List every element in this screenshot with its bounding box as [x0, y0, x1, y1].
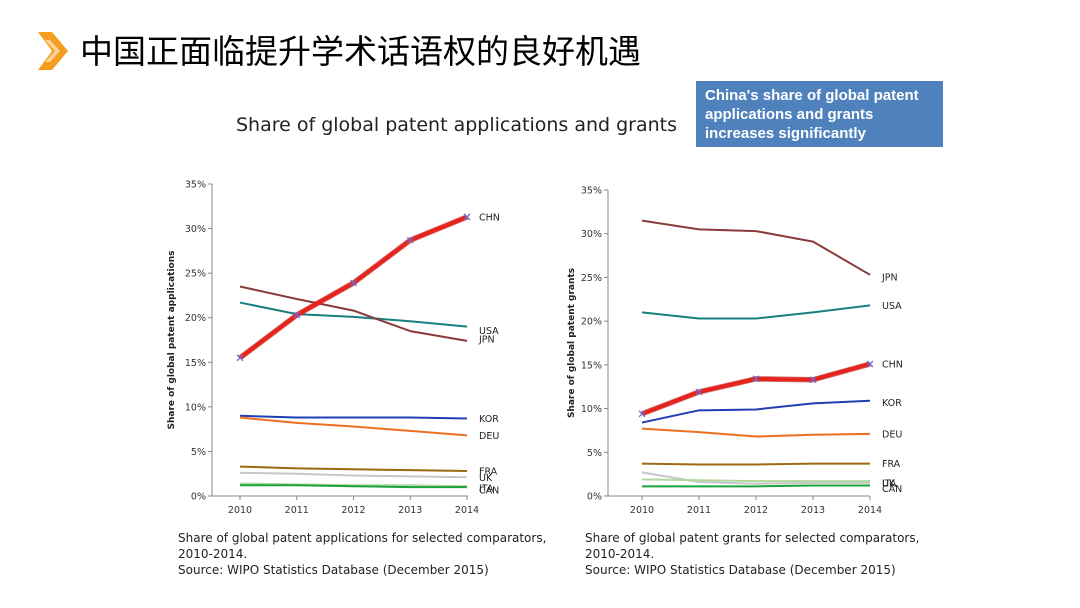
series-label: USA: [479, 326, 499, 337]
caption-line: Source: WIPO Statistics Database (Decemb…: [585, 563, 896, 577]
data-point-marker: [809, 376, 817, 384]
data-point-marker: [236, 354, 244, 362]
series-label: JPN: [881, 272, 898, 283]
series-line-deu: [641, 427, 871, 438]
data-point-marker: [293, 311, 301, 319]
series-label: USA: [882, 301, 902, 312]
series-line-shadow: [238, 214, 469, 361]
series-label: JPN: [478, 334, 495, 345]
series-line-fra: [641, 462, 870, 466]
x-tick-label: 2012: [341, 505, 365, 515]
series-line-can: [642, 484, 870, 488]
series-label: FRA: [479, 467, 498, 478]
data-point-marker: [638, 410, 646, 418]
y-tick-label: 0%: [587, 492, 602, 503]
series-label: UK: [479, 473, 493, 484]
slide-title: 中国正面临提升学术话语权的良好机遇: [80, 32, 641, 71]
series-line-jpn: [239, 285, 468, 342]
x-tick-label: 2013: [801, 505, 825, 515]
y-tick-label: 10%: [185, 402, 206, 413]
series-label: DEU: [882, 429, 902, 440]
y-tick-label: 20%: [185, 313, 206, 324]
series-label: FRA: [882, 459, 901, 470]
y-tick-label: 30%: [185, 224, 206, 235]
x-tick-label: 2010: [630, 505, 654, 515]
series-line-ita: [641, 478, 870, 483]
series-label: CAN: [479, 486, 499, 497]
series-label: CHN: [479, 212, 500, 223]
applications-chart: 0% 5% 10% 15% 20% 25% 30% 35% 2010 2011 2012 2013 20…: [167, 180, 500, 516]
caption-line: Source: WIPO Statistics Database (Decemb…: [178, 563, 489, 577]
y-tick-label: 20%: [581, 317, 602, 328]
series-label: CAN: [882, 484, 902, 495]
callout-line: increases significantly: [705, 125, 866, 142]
data-point-marker: [866, 360, 874, 368]
series-line-uk: [641, 471, 870, 485]
data-point-marker: [350, 279, 357, 287]
callout-line: applications and grants: [705, 106, 874, 123]
callout-box: China's share of global patent applicati…: [696, 81, 943, 147]
caption-line: Share of global patent applications for …: [178, 531, 547, 545]
series-label: DEU: [479, 431, 499, 442]
data-point-marker: [406, 236, 414, 244]
y-tick-label: 35%: [581, 186, 602, 197]
y-tick-label: 5%: [587, 448, 602, 459]
series-label: CHN: [882, 359, 903, 370]
x-tick-label: 2014: [455, 505, 479, 515]
data-point-marker: [752, 375, 760, 383]
applications-caption: Share of global patent applications for …: [178, 530, 546, 578]
x-tick-label: 2013: [398, 505, 422, 515]
y-tick-label: 15%: [185, 358, 206, 369]
y-tick-label: 0%: [191, 492, 206, 503]
y-tick-label: 10%: [581, 404, 602, 415]
grants-chart: 0% 5% 10% 15% 20% 25% 30% 35% 2010 2011 2012 2013 20…: [567, 186, 903, 516]
x-tick-label: 2011: [687, 505, 711, 515]
chart-subtitle: Share of global patent applications and …: [236, 114, 678, 136]
series-line-jpn: [641, 219, 871, 276]
y-axis-label: Share of global patent grants: [567, 268, 577, 418]
series-label: ITA: [882, 479, 897, 490]
y-tick-label: 15%: [581, 360, 602, 371]
caption-line: 2010-2014.: [585, 547, 655, 561]
series-line-chn: [641, 362, 871, 416]
grants-caption: Share of global patent grants for select…: [585, 530, 919, 578]
series-line-kor: [239, 414, 468, 420]
series-line-usa: [239, 301, 468, 328]
series-label: ITA: [479, 484, 494, 495]
series-line-uk: [239, 471, 468, 479]
x-tick-label: 2014: [858, 505, 882, 515]
callout-line: China's share of global patent: [705, 87, 919, 104]
caption-line: Share of global patent grants for select…: [585, 531, 920, 545]
chevron-right-icon: [38, 32, 68, 70]
series-line-chn: [238, 215, 468, 360]
series-label: KOR: [479, 414, 499, 425]
y-axis-label: Share of global patent applications: [167, 251, 177, 430]
series-line-can: [240, 484, 467, 489]
y-tick-label: 30%: [581, 229, 602, 240]
series-label: KOR: [882, 398, 902, 409]
series-line-kor: [641, 399, 871, 424]
series-line-fra: [239, 465, 468, 473]
y-tick-label: 5%: [191, 447, 206, 458]
series-line-deu: [239, 416, 468, 437]
data-point-marker: [463, 213, 471, 221]
series-label: UK: [882, 478, 896, 489]
y-tick-label: 35%: [185, 180, 206, 191]
caption-line: 2010-2014.: [178, 547, 248, 561]
y-tick-label: 25%: [581, 273, 602, 284]
y-tick-label: 25%: [185, 269, 206, 280]
x-tick-label: 2010: [228, 505, 252, 515]
series-line-usa: [641, 304, 871, 320]
x-tick-label: 2012: [744, 505, 768, 515]
x-tick-label: 2011: [285, 505, 309, 515]
data-point-marker: [695, 388, 703, 396]
